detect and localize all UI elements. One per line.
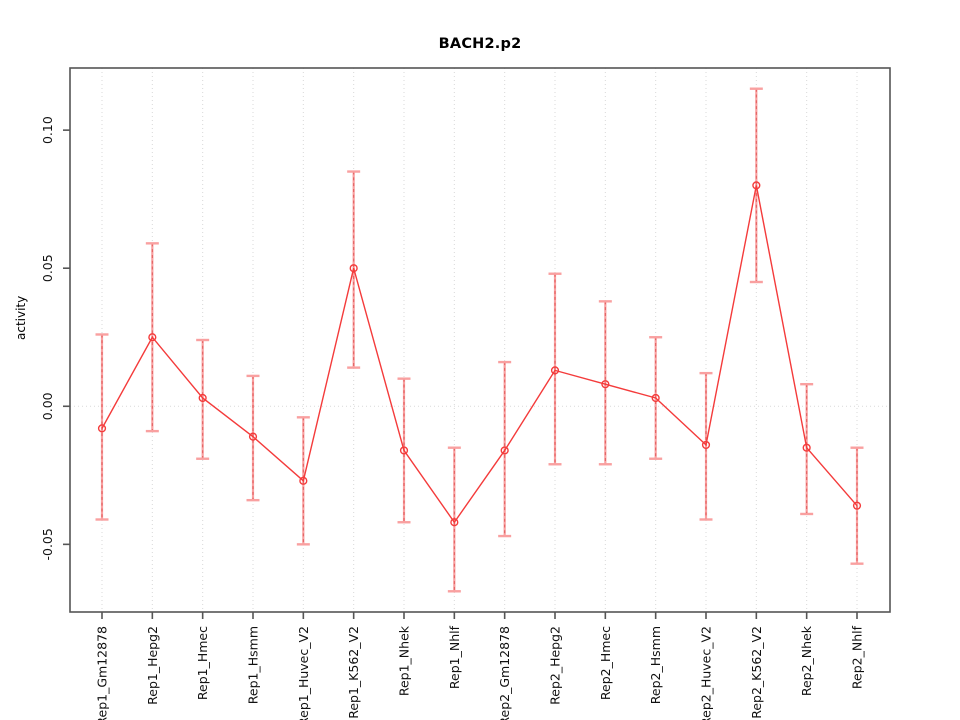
data-point <box>399 446 409 455</box>
data-point <box>248 432 258 441</box>
chart-title: BACH2.p2 <box>438 36 522 52</box>
data-point <box>148 333 157 342</box>
x-tick-label: Rep1_Hsmm <box>246 626 261 704</box>
x-tick-label: Rep1_Hepg2 <box>145 626 160 705</box>
y-tick-label: 0.10 <box>40 116 55 144</box>
x-tick-label: Rep1_Hmec <box>195 626 210 700</box>
data-point <box>852 501 862 510</box>
x-tick-label: Rep2_Hmec <box>598 626 613 700</box>
x-tick-label: Rep1_Huvec_V2 <box>296 626 311 720</box>
y-tick-label: -0.05 <box>40 528 55 560</box>
data-point <box>701 440 711 450</box>
data-line <box>101 185 858 524</box>
plot-box <box>69 67 891 613</box>
x-tick-label: Rep1_Nhek <box>397 625 412 696</box>
y-tick-label: 0.05 <box>40 254 55 282</box>
data-point <box>299 476 308 485</box>
x-tick-label: Rep2_Nhek <box>799 625 814 696</box>
x-tick-label: Rep1_Gm12878 <box>95 626 110 720</box>
x-tick-label: Rep2_K562_V2 <box>749 626 764 719</box>
data-point <box>651 393 660 403</box>
x-tick-label: Rep2_Hsmm <box>648 626 663 704</box>
data-point <box>802 443 811 452</box>
x-tick-label: Rep2_Huvec_V2 <box>699 626 714 720</box>
x-tick-label: Rep2_Hepg2 <box>548 626 563 705</box>
x-tick-label: Rep1_Nhlf <box>447 625 462 689</box>
data-point <box>198 393 207 403</box>
data-point <box>450 518 459 527</box>
data-point <box>601 380 610 389</box>
data-point <box>550 366 560 375</box>
x-tick-label: Rep1_K562_V2 <box>346 626 361 719</box>
x-tick-label: Rep2_Gm12878 <box>497 626 512 720</box>
x-tick-label: Rep2_Nhlf <box>850 625 865 689</box>
data-point <box>752 181 761 190</box>
y-tick-label: 0.00 <box>40 392 55 420</box>
data-point <box>97 424 107 433</box>
data-point <box>349 264 358 273</box>
data-point <box>500 446 509 455</box>
